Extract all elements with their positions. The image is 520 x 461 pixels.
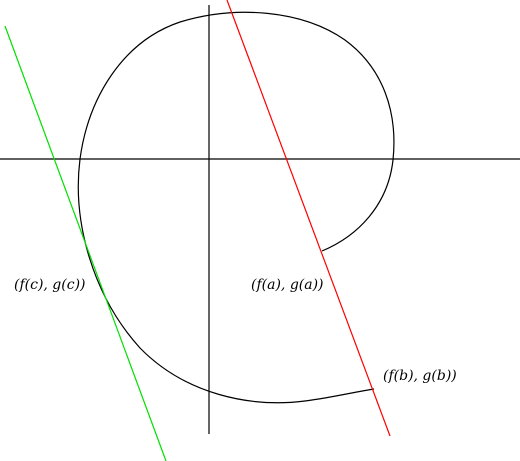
secant-line [226,0,391,437]
tangent-line [4,25,167,461]
parametric-curve [77,11,395,404]
label-point-c: (f(c), g(c)) [14,277,86,293]
label-point-a: (f(a), g(a)) [251,277,324,293]
label-point-b: (f(b), g(b)) [383,368,457,384]
